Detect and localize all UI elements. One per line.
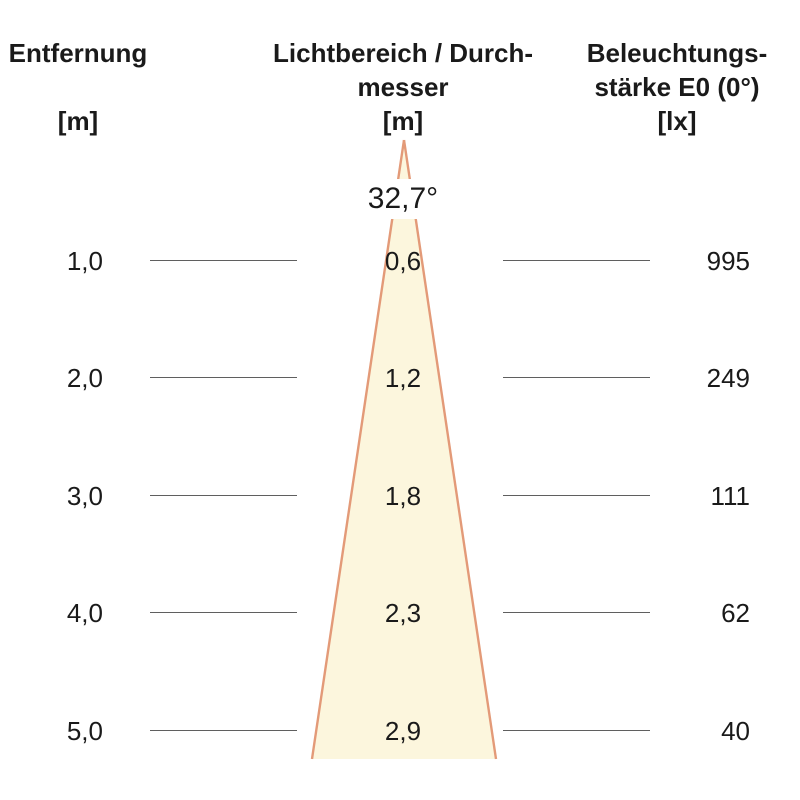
table-row: 3,0 1,8 111 bbox=[0, 480, 800, 512]
left-leader-line bbox=[150, 377, 297, 378]
left-leader-line bbox=[150, 612, 297, 613]
left-leader-line bbox=[150, 495, 297, 496]
diameter-value: 2,3 bbox=[384, 598, 422, 628]
header-diameter-unit: [m] bbox=[382, 106, 424, 136]
beam-cone-right-edge bbox=[402, 139, 498, 760]
diameter-value: 1,8 bbox=[384, 481, 422, 511]
header-diameter-column: Lichtbereich / Durch- messer [m] bbox=[273, 36, 533, 138]
header-illuminance-column: Beleuchtungs- stärke E0 (0°) [lx] bbox=[547, 36, 800, 138]
header-distance-title: Entfernung bbox=[8, 38, 148, 68]
beam-cone-fill bbox=[312, 140, 496, 759]
header-diameter-title-line2: messer bbox=[357, 72, 449, 102]
table-row: 4,0 2,3 62 bbox=[0, 597, 800, 629]
right-leader-line bbox=[503, 260, 650, 261]
right-leader-line bbox=[503, 730, 650, 731]
diameter-value: 2,9 bbox=[384, 716, 422, 746]
header-illuminance-title-line2: stärke E0 (0°) bbox=[594, 72, 760, 102]
illuminance-value: 62 bbox=[721, 598, 750, 628]
header-distance-unit: [m] bbox=[57, 106, 99, 136]
distance-value: 3,0 bbox=[66, 481, 103, 511]
illuminance-value: 249 bbox=[706, 363, 750, 393]
right-leader-line bbox=[503, 377, 650, 378]
header-distance-column: Entfernung [m] bbox=[8, 36, 148, 138]
beam-angle-label: 32,7° bbox=[335, 179, 471, 219]
distance-value: 5,0 bbox=[66, 716, 103, 746]
right-leader-line bbox=[503, 612, 650, 613]
diameter-value: 0,6 bbox=[384, 246, 422, 276]
illuminance-value: 111 bbox=[710, 481, 750, 511]
distance-value: 2,0 bbox=[66, 363, 103, 393]
table-row: 1,0 0,6 995 bbox=[0, 245, 800, 277]
table-row: 5,0 2,9 40 bbox=[0, 715, 800, 747]
illuminance-value: 995 bbox=[706, 246, 750, 276]
header-distance-spacer bbox=[8, 70, 148, 104]
beam-cone-left-edge bbox=[310, 139, 406, 760]
right-leader-line bbox=[503, 495, 650, 496]
header-diameter-title-line1: Lichtbereich / Durch- bbox=[273, 38, 534, 68]
distance-value: 4,0 bbox=[66, 598, 103, 628]
header-illuminance-title-line1: Beleuchtungs- bbox=[586, 38, 768, 68]
header-illuminance-unit: [lx] bbox=[657, 106, 697, 136]
illuminance-value: 40 bbox=[721, 716, 750, 746]
diameter-value: 1,2 bbox=[384, 363, 422, 393]
left-leader-line bbox=[150, 260, 297, 261]
table-row: 2,0 1,2 249 bbox=[0, 362, 800, 394]
distance-value: 1,0 bbox=[66, 246, 103, 276]
left-leader-line bbox=[150, 730, 297, 731]
